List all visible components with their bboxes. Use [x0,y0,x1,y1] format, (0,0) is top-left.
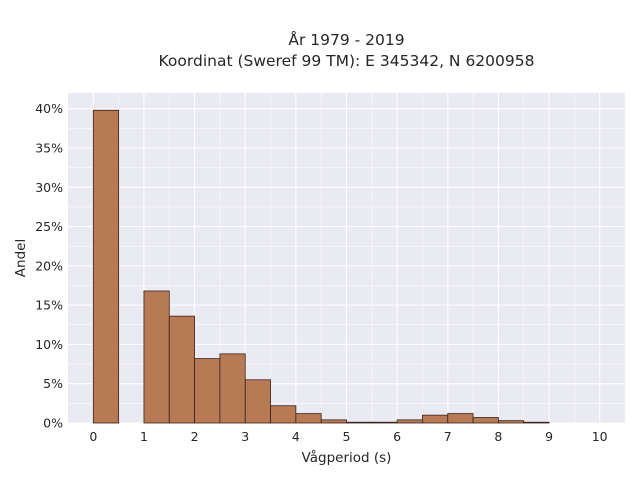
histogram-bar [194,358,221,424]
x-tick-label: 6 [393,429,401,444]
histogram-bar [346,421,373,424]
x-tick-label: 9 [545,429,553,444]
y-tick-label: 30% [35,180,63,195]
y-tick-label: 35% [35,141,63,156]
histogram-bar [219,353,246,424]
y-tick-label: 15% [35,298,63,313]
x-tick-label: 2 [191,429,199,444]
histogram-bar [447,413,474,424]
histogram-bar [168,315,195,424]
y-axis-label: Andel [13,239,29,277]
x-tick-label: 4 [292,429,300,444]
x-tick-label: 1 [140,429,148,444]
histogram-bar [295,413,322,424]
x-tick-label: 0 [89,429,97,444]
histogram-bar [320,419,347,424]
x-tick-label: 8 [494,429,502,444]
chart-title: År 1979 - 2019 [288,30,404,49]
histogram-bar [92,109,120,424]
histogram-bar [472,417,499,424]
y-tick-label: 20% [35,258,63,273]
histogram-bar [143,290,170,424]
histogram-bar [523,421,550,424]
histogram-bar [422,414,449,424]
y-tick-label: 5% [43,376,63,391]
histogram-bar [244,379,271,424]
x-tick-label: 7 [444,429,452,444]
bars [92,109,550,424]
histogram-bar [270,405,297,424]
y-tick-label: 0% [43,416,63,431]
histogram-bar [371,421,398,424]
chart-subtitle: Koordinat (Sweref 99 TM): E 345342, N 62… [159,52,535,70]
histogram-bar [498,420,525,424]
y-tick-label: 10% [35,337,63,352]
histogram-bar [396,419,423,424]
x-tick-label: 5 [343,429,351,444]
y-tick-label: 25% [35,219,63,234]
x-tick-label: 10 [592,429,608,444]
x-tick-labels: 0 1 2 3 4 5 6 7 8 9 10 [89,429,607,444]
y-tick-labels: 0% 5% 10% 15% 20% 25% 30% 35% 40% [35,101,63,430]
x-tick-label: 3 [241,429,249,444]
x-axis-label: Vågperiod (s) [302,449,392,466]
y-tick-label: 40% [35,101,63,116]
